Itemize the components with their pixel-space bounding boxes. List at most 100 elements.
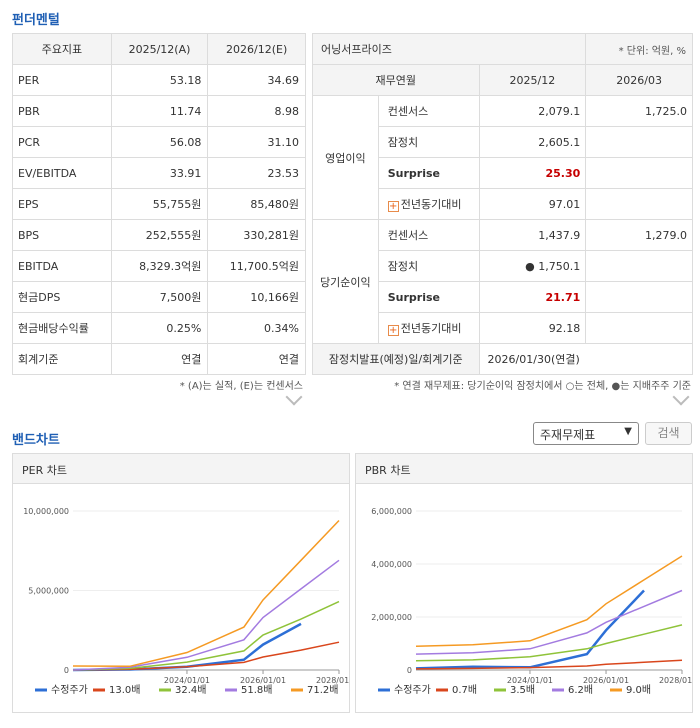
series-line bbox=[415, 589, 683, 655]
announce-value: 2026/01/30(연결) bbox=[478, 343, 694, 375]
legend-label: 0.7배 bbox=[452, 684, 477, 696]
indicator-name: 현금DPS bbox=[12, 281, 112, 313]
legend-label: 3.5배 bbox=[510, 684, 535, 696]
metric-value: 1,279.0 bbox=[585, 219, 693, 251]
indicator-value: 11.74 bbox=[110, 95, 209, 127]
metric-value: 1,725.0 bbox=[585, 95, 693, 127]
table-row: EV/EBITDA 33.91 23.53 bbox=[12, 157, 306, 189]
indicator-value: 55,755원 bbox=[110, 188, 209, 220]
metric-value: 25.30 bbox=[478, 157, 587, 189]
metric-cell: + 전년동기대비 bbox=[377, 188, 480, 220]
indicator-name: PBR bbox=[12, 95, 112, 127]
metric-value bbox=[585, 126, 693, 158]
x-tick-label: 2026/01/01 bbox=[583, 676, 629, 685]
indicator-value: 252,555원 bbox=[110, 219, 209, 251]
search-button[interactable]: 검색 bbox=[645, 422, 692, 445]
pbr-chart-title: PBR 차트 bbox=[356, 454, 692, 484]
series-line bbox=[415, 624, 683, 662]
metric-value: 2,605.1 bbox=[478, 126, 587, 158]
series-line bbox=[72, 622, 302, 672]
chevron-down-icon: ▼ bbox=[624, 426, 632, 437]
legend-label: 수정주가 bbox=[394, 684, 431, 696]
header-fiscal: 재무연월 bbox=[312, 64, 480, 96]
table-row: PER 53.18 34.69 bbox=[12, 64, 306, 96]
header-2026: 2026/12(E) bbox=[207, 33, 306, 65]
x-tick-label: 2026/01/01 bbox=[240, 676, 286, 685]
x-tick-label: 2028/01/01 bbox=[659, 676, 692, 685]
per-chart-plot: 10,000,000 5,000,000 0 2024/01/01 2026/01/01… bbox=[23, 507, 349, 696]
series-line bbox=[72, 641, 340, 671]
metric-value bbox=[585, 312, 693, 344]
metric-label: 잠정치 bbox=[387, 260, 419, 273]
metric-label: Surprise bbox=[387, 290, 440, 304]
x-tick-label: 2024/01/01 bbox=[164, 676, 210, 685]
indicator-name: BPS bbox=[12, 219, 112, 251]
indicator-name: 현금배당수익률 bbox=[12, 312, 112, 344]
indicator-name: EPS bbox=[12, 188, 112, 220]
table-row: 당기순이익 컨센서스 1,437.9 1,279.0 bbox=[312, 219, 693, 344]
metric-cell: + 전년동기대비 bbox=[377, 312, 480, 344]
pbr-chart: PBR 차트 6,000,000 4,000,000 2,000,000 0 2024/… bbox=[355, 453, 693, 713]
group-label: 당기순이익 bbox=[312, 219, 379, 344]
metric-label: 잠정치 bbox=[387, 136, 419, 149]
earnings-table: 어닝서프라이즈 * 단위: 억원, % 재무연월 2025/12 2026/03… bbox=[311, 33, 694, 375]
metric-cell: 잠정치 bbox=[377, 126, 480, 158]
indicator-name: EBITDA bbox=[12, 250, 112, 282]
plus-icon[interactable]: + bbox=[387, 201, 399, 212]
fundamental-note: * (A)는 실적, (E)는 컨센서스 bbox=[179, 381, 303, 392]
statement-select[interactable]: 주재무제표 ▼ bbox=[533, 422, 639, 445]
header-2025-12: 2025/12 bbox=[478, 64, 587, 96]
y-tick-label: 2,000,000 bbox=[371, 613, 412, 622]
indicator-value: 33.91 bbox=[110, 157, 209, 189]
earnings-title: 어닝서프라이즈 bbox=[311, 33, 587, 65]
indicator-value: 연결 bbox=[207, 343, 306, 375]
table-row: EBITDA 8,329.3억원 11,700.5억원 bbox=[12, 250, 306, 282]
table-row: BPS 252,555원 330,281원 bbox=[12, 219, 306, 251]
table-row: Surprise 25.30 bbox=[313, 157, 693, 189]
metric-cell: 컨센서스 bbox=[377, 95, 480, 127]
table-row: 현금배당수익률 0.25% 0.34% bbox=[12, 312, 306, 344]
series-line bbox=[415, 555, 683, 647]
table-row: 회계기준 연결 연결 bbox=[12, 343, 306, 375]
legend-label: 32.4배 bbox=[175, 684, 206, 696]
table-row: 잠정치 2,605.1 bbox=[313, 126, 693, 158]
plus-icon[interactable]: + bbox=[387, 325, 399, 336]
y-tick-label: 10,000,000 bbox=[23, 507, 69, 516]
metric-value bbox=[585, 157, 693, 189]
indicator-value: 11,700.5억원 bbox=[207, 250, 306, 282]
table-row: 영업이익 컨센서스 2,079.1 1,725.0 bbox=[312, 95, 693, 220]
metric-cell: 컨센서스 bbox=[377, 219, 480, 251]
metric-cell: Surprise bbox=[377, 281, 480, 313]
series-line bbox=[415, 589, 645, 670]
indicator-value: 8.98 bbox=[207, 95, 306, 127]
per-chart: PER 차트 10,000,000 5,000,000 0 2024/01/01 202… bbox=[12, 453, 350, 713]
table-row: + 전년동기대비 97.01 bbox=[313, 188, 693, 220]
legend-label: 71.2배 bbox=[307, 684, 338, 696]
indicator-value: 10,166원 bbox=[207, 281, 306, 313]
y-tick-label: 5,000,000 bbox=[28, 587, 69, 596]
indicator-value: 0.25% bbox=[110, 312, 209, 344]
metric-cell: 잠정치 bbox=[377, 250, 480, 282]
indicator-value: 330,281원 bbox=[207, 219, 306, 251]
header-indicator: 주요지표 bbox=[12, 33, 112, 65]
x-tick-label: 2028/01/01 bbox=[316, 676, 349, 685]
metric-value bbox=[585, 281, 693, 313]
metric-value: ● 1,750.1 bbox=[478, 250, 587, 282]
metric-value: 92.18 bbox=[478, 312, 587, 344]
legend-label: 13.0배 bbox=[109, 684, 140, 696]
series-line bbox=[415, 659, 683, 670]
per-chart-title: PER 차트 bbox=[13, 454, 349, 484]
indicator-value: 34.69 bbox=[207, 64, 306, 96]
metric-label: 전년동기대비 bbox=[400, 198, 462, 211]
announce-label: 잠정치발표(예정)일/회계기준 bbox=[312, 343, 480, 375]
pbr-chart-plot: 6,000,000 4,000,000 2,000,000 0 2024/01/01 20… bbox=[371, 507, 692, 696]
series-line bbox=[72, 559, 340, 671]
metric-label: 컨센서스 bbox=[387, 229, 429, 242]
table-row: PBR 11.74 8.98 bbox=[12, 95, 306, 127]
metric-label: 컨센서스 bbox=[387, 105, 429, 118]
legend-label: 9.0배 bbox=[626, 684, 651, 696]
earnings-unit: * 단위: 억원, % bbox=[585, 33, 693, 65]
y-tick-label: 0 bbox=[407, 666, 412, 675]
indicator-name: PER bbox=[12, 64, 112, 96]
metric-value bbox=[585, 250, 693, 282]
